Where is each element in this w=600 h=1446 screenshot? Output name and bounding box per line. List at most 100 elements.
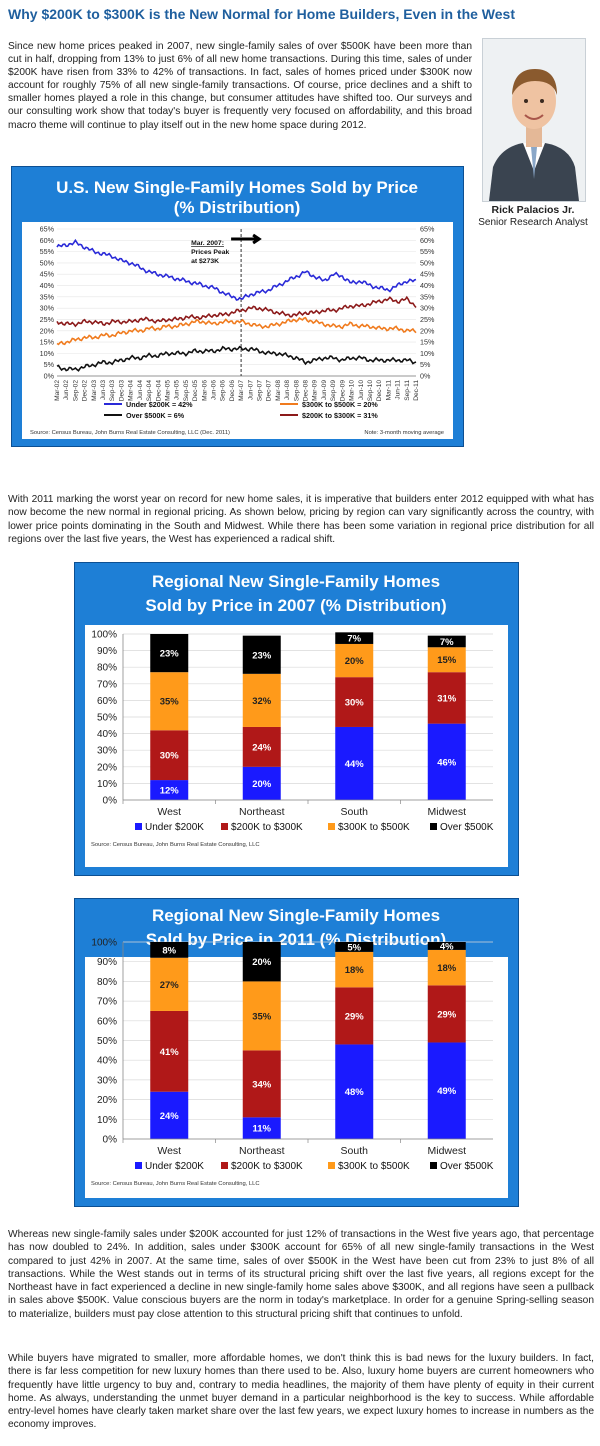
line-series-0 [56, 238, 417, 301]
portrait-illustration [483, 39, 585, 201]
bar-ytick: 70% [97, 679, 117, 690]
bar-chart-2007: Regional New Single-Family Homes Sold by… [85, 572, 508, 867]
line-chart-xtick: Mar-11 [385, 380, 392, 401]
luxury-paragraph: While buyers have migrated to smaller, m… [8, 1353, 594, 1431]
bar-segment [150, 1010, 189, 1092]
line-chart-xtick: Dec-07 [266, 380, 273, 402]
bar-segment [335, 987, 374, 1045]
line-series-3 [56, 295, 417, 328]
bar-data-label: 44% [345, 759, 365, 770]
bar-segment [335, 951, 374, 988]
bar-legend-label: Over $500K [440, 822, 494, 833]
line-chart-xtick: Jun-07 [247, 380, 254, 400]
bar-data-label: 34% [252, 1079, 272, 1090]
bar-data-label: 24% [160, 1111, 180, 1122]
bar-segment [150, 634, 189, 673]
peak-annotation-line: Mar. 2007: [191, 240, 224, 247]
bar-data-label: 11% [253, 1124, 272, 1135]
bar-segment [150, 942, 189, 958]
bar-legend-swatch [135, 823, 142, 830]
bar-chart-2007-title: Regional New Single-Family Homes [152, 572, 440, 591]
line-chart-ytick-right: 5% [420, 360, 431, 369]
regional-intro-paragraph: With 2011 marking the worst year on reco… [8, 494, 594, 545]
line-chart: U.S. New Single-Family Homes Sold by Pri… [22, 178, 453, 439]
bar-chart-source: Source: Census Bureau, John Burns Real E… [91, 842, 260, 848]
line-chart-xtick: Mar-05 [164, 380, 171, 401]
line-chart-ytick-left: 55% [40, 247, 55, 256]
bar-segment [150, 780, 189, 800]
bar-ytick: 20% [97, 1095, 117, 1106]
line-chart-ytick-right: 60% [420, 236, 435, 245]
bar-data-label: 18% [437, 963, 457, 974]
bar-data-label: 24% [252, 742, 272, 753]
line-chart-xtick: Sep-05 [183, 380, 190, 402]
bar-segment [242, 981, 281, 1051]
line-chart-ytick-left: 35% [40, 292, 55, 301]
line-chart-ytick-left: 15% [40, 338, 55, 347]
bar-segment [242, 673, 281, 727]
line-chart-xtick: Sep-08 [293, 380, 300, 402]
line-chart-xtick: Dec-06 [229, 380, 236, 402]
bar-legend-swatch [135, 1162, 142, 1169]
line-chart-ytick-left: 60% [40, 236, 55, 245]
bar-data-label: 46% [437, 757, 457, 768]
line-chart-xtick: Sep-03 [109, 380, 116, 402]
line-chart-xtick: Jun-10 [358, 380, 365, 400]
bar-ytick: 60% [97, 1016, 117, 1027]
line-chart-xtick: Jun-04 [137, 380, 144, 400]
bar-segment [335, 632, 374, 644]
line-chart-ytick-left: 50% [40, 258, 55, 267]
line-chart-xtick: Jun-08 [284, 380, 291, 400]
line-chart-ytick-left: 40% [40, 281, 55, 290]
line-legend-label: Under $200K = 42% [126, 400, 193, 409]
bar-chart-2011: Regional New Single-Family Homes Sold by… [85, 906, 508, 1198]
line-chart-title: U.S. New Single-Family Homes Sold by Pri… [56, 178, 418, 197]
line-chart-xtick: Dec-11 [413, 380, 420, 401]
line-chart-source: Source: Census Bureau, John Burns Real E… [30, 430, 230, 436]
bar-data-label: 48% [345, 1087, 365, 1098]
bar-ytick: 10% [97, 779, 117, 790]
bar-data-label: 29% [437, 1009, 457, 1020]
line-chart-ytick-left: 45% [40, 270, 55, 279]
bar-segment [427, 1042, 466, 1139]
bar-segment [242, 635, 281, 674]
bar-segment [150, 672, 189, 731]
bar-ytick: 30% [97, 746, 117, 757]
line-chart-xtick: Sep-02 [72, 380, 79, 402]
bar-chart-2007-panel: Regional New Single-Family Homes Sold by… [74, 562, 519, 876]
line-chart-xtick: Dec-05 [192, 380, 199, 402]
bar-legend-label: $200K to $300K [231, 1161, 303, 1172]
bar-category-label: South [341, 806, 369, 818]
bar-legend-label: Over $500K [440, 1161, 494, 1172]
line-chart-xtick: Jun-11 [395, 380, 402, 400]
line-chart-ytick-left: 65% [40, 225, 55, 234]
bar-ytick: 100% [91, 938, 117, 949]
intro-paragraph: Since new home prices peaked in 2007, ne… [8, 41, 472, 131]
line-chart-xtick: Dec-03 [118, 380, 125, 402]
line-chart-xtick: Dec-09 [339, 380, 346, 402]
bar-segment [242, 726, 281, 767]
bar-legend-label: Under $200K [145, 822, 204, 833]
line-chart-ytick-right: 40% [420, 281, 435, 290]
bar-data-label: 31% [437, 693, 457, 704]
bar-category-label: West [157, 806, 181, 818]
bar-legend-label: Under $200K [145, 1161, 204, 1172]
bar-legend-swatch [328, 1162, 335, 1169]
bar-chart-2007-subtitle: Sold by Price in 2007 (% Distribution) [145, 596, 446, 615]
line-chart-ytick-right: 15% [420, 338, 435, 347]
bar-category-label: Northeast [239, 1145, 285, 1157]
bar-category-label: Northeast [239, 806, 285, 818]
bar-ytick: 0% [103, 1135, 118, 1146]
bar-chart-source: Source: Census Bureau, John Burns Real E… [91, 1181, 260, 1187]
bar-segment [335, 643, 374, 678]
line-chart-xtick: Jun-09 [321, 380, 328, 400]
line-chart-ytick-right: 55% [420, 247, 435, 256]
bar-ytick: 0% [103, 796, 118, 807]
bar-data-label: 12% [160, 786, 180, 797]
bar-segment [242, 942, 281, 982]
peak-annotation-line: at $273K [191, 258, 219, 265]
line-series-2 [56, 345, 417, 372]
line-chart-ytick-right: 30% [420, 304, 435, 313]
bar-segment [335, 726, 374, 800]
bar-ytick: 70% [97, 997, 117, 1008]
